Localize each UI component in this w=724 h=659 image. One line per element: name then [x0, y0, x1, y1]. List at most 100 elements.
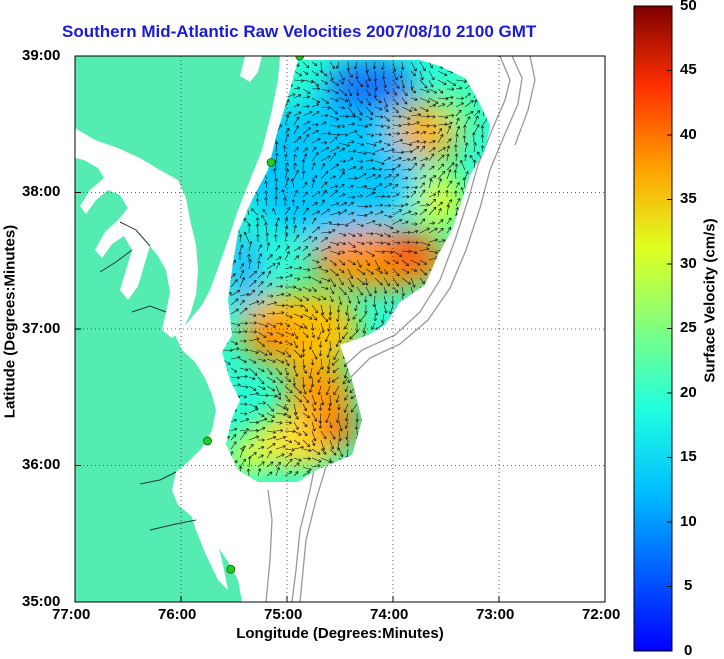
velocity-arrow	[419, 140, 427, 144]
velocity-arrow	[419, 145, 426, 153]
velocity-arrow	[281, 189, 286, 198]
velocity-arrow	[374, 223, 382, 227]
velocity-arrow	[320, 79, 328, 85]
velocity-arrow	[347, 122, 355, 127]
velocity-arrow	[275, 152, 279, 162]
velocity-arrow	[410, 97, 418, 101]
velocity-arrow	[374, 232, 384, 237]
velocity-arrow	[374, 194, 385, 199]
velocity-arrow	[266, 358, 276, 363]
velocity-arrow	[311, 349, 318, 360]
velocity-arrow	[401, 122, 411, 126]
velocity-arrow	[257, 445, 265, 450]
velocity-arrow	[293, 304, 304, 308]
velocity-arrow	[320, 358, 324, 370]
velocity-arrow	[383, 183, 392, 189]
velocity-arrow	[329, 430, 336, 440]
velocity-arrow	[463, 154, 468, 162]
velocity-arrow	[311, 265, 322, 270]
velocity-arrow	[437, 170, 446, 180]
colorbar-tick-label: 30	[680, 255, 697, 272]
velocity-arrow	[248, 313, 257, 317]
velocity-arrow	[293, 439, 301, 445]
velocity-arrow	[230, 375, 241, 380]
velocity-arrow	[338, 430, 342, 442]
velocity-arrow	[446, 226, 452, 234]
colorbar-tick-label: 40	[680, 126, 697, 143]
velocity-arrow	[455, 96, 464, 101]
velocity-arrow	[284, 111, 292, 117]
velocity-arrow	[356, 115, 362, 121]
x-tick-label: 74:00	[370, 606, 409, 623]
velocity-arrow	[275, 311, 285, 315]
velocity-arrow	[338, 421, 343, 432]
velocity-arrow	[419, 175, 427, 180]
velocity-arrow	[329, 286, 335, 295]
velocity-arrow	[347, 286, 353, 293]
velocity-arrow	[374, 304, 379, 316]
velocity-arrow	[324, 331, 331, 343]
velocity-arrow	[320, 146, 330, 153]
velocity-arrow	[328, 314, 332, 321]
velocity-arrow	[473, 115, 479, 126]
velocity-arrow	[293, 94, 302, 99]
velocity-arrow	[239, 445, 246, 450]
velocity-arrow	[374, 268, 383, 274]
velocity-arrow	[302, 207, 309, 216]
velocity-arrow	[284, 217, 288, 225]
radar-stations	[203, 56, 305, 574]
velocity-arrow	[329, 124, 341, 129]
velocity-arrow	[329, 133, 340, 137]
velocity-arrow	[364, 277, 369, 286]
velocity-arrow	[320, 155, 331, 162]
velocity-arrow	[374, 241, 384, 245]
velocity-arrow	[347, 232, 356, 237]
velocity-arrow	[392, 138, 403, 144]
velocity-arrow	[293, 70, 303, 77]
velocity-arrow	[257, 417, 268, 423]
velocity-arrow	[338, 250, 346, 254]
velocity-arrow	[293, 116, 300, 126]
velocity-arrow	[356, 106, 363, 116]
velocity-arrow	[302, 456, 311, 461]
velocity-arrow	[455, 182, 460, 189]
velocity-arrow	[419, 277, 425, 284]
velocity-arrow	[338, 295, 343, 306]
velocity-arrow	[362, 322, 367, 334]
velocity-arrow	[293, 412, 299, 420]
velocity-arrow	[266, 270, 272, 279]
velocity-arrow	[338, 124, 346, 128]
velocity-arrow	[446, 102, 453, 108]
velocity-arrow	[356, 159, 364, 164]
velocity-arrow	[401, 286, 405, 297]
velocity-arrow	[257, 271, 265, 279]
velocity-arrow	[428, 165, 435, 171]
velocity-arrow	[329, 189, 338, 198]
velocity-arrow	[311, 457, 322, 463]
velocity-arrow	[462, 177, 466, 189]
velocity-arrow	[356, 286, 363, 296]
velocity-arrow	[311, 237, 318, 243]
velocity-arrow	[257, 367, 265, 372]
velocity-arrow	[462, 135, 467, 144]
velocity-arrow	[293, 322, 303, 329]
velocity-arrow	[389, 304, 394, 315]
velocity-arrow	[329, 175, 336, 180]
velocity-arrow	[284, 385, 293, 394]
velocity-arrow	[446, 121, 453, 126]
velocity-arrow	[437, 178, 443, 189]
velocity-arrow	[374, 277, 383, 286]
velocity-arrow	[419, 124, 430, 128]
velocity-arrow	[230, 308, 239, 315]
velocity-arrow	[275, 466, 280, 477]
velocity-arrow	[293, 78, 304, 83]
velocity-arrow	[329, 241, 340, 246]
velocity-arrow	[293, 313, 304, 319]
colorbar-tick-label: 35	[680, 190, 697, 207]
velocity-arrow	[329, 421, 333, 429]
velocity-arrow	[239, 374, 248, 379]
velocity-arrow	[284, 232, 289, 243]
velocity-arrow	[347, 129, 358, 135]
velocity-arrow	[293, 266, 303, 270]
x-tick-label: 73:00	[476, 606, 515, 623]
